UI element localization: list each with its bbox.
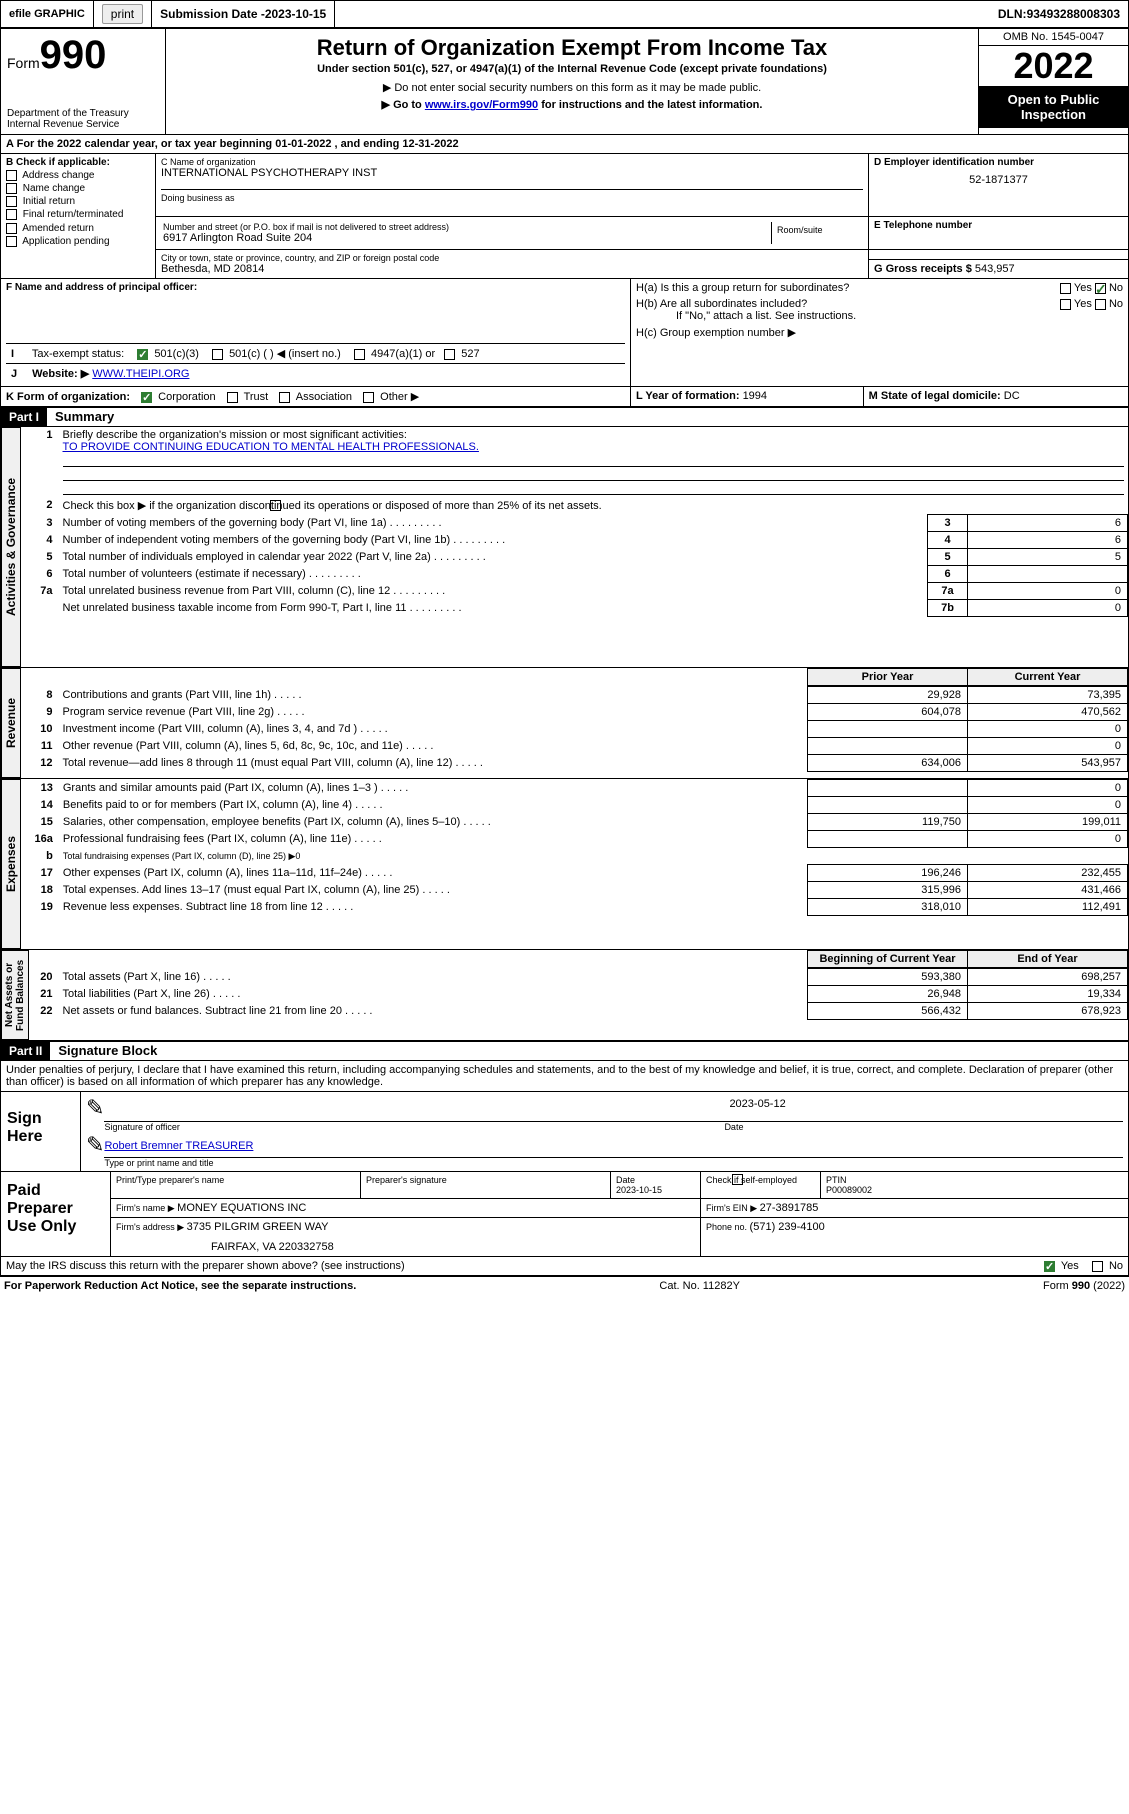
sig-date-label: Date (724, 1121, 1123, 1132)
city-state-zip: Bethesda, MD 20814 (161, 263, 863, 275)
irs-link[interactable]: www.irs.gov/Form990 (425, 99, 538, 111)
dept-treasury: Department of the Treasury (7, 108, 159, 119)
prep-sig-label: Preparer's signature (361, 1172, 611, 1199)
ein: 52-1871377 (874, 168, 1123, 192)
ptin: P00089002 (826, 1185, 1123, 1195)
sig-officer-label: Signature of officer (104, 1121, 724, 1132)
website-link[interactable]: WWW.THEIPI.ORG (92, 368, 189, 380)
form-subtitle-3: ▶ Go to www.irs.gov/Form990 for instruct… (174, 98, 970, 111)
chk-final-return-terminated[interactable] (6, 209, 17, 220)
page-footer: For Paperwork Reduction Act Notice, see … (0, 1276, 1129, 1295)
officer-name[interactable]: Robert Bremner TREASURER (104, 1140, 253, 1152)
row-i: I Tax-exempt status: 501(c)(3) 501(c) ( … (6, 343, 625, 363)
chk-self-employed[interactable] (732, 1174, 743, 1185)
form-title: Return of Organization Exempt From Incom… (174, 31, 970, 63)
discuss-no[interactable] (1092, 1261, 1103, 1272)
part1-header: Part ISummary (0, 407, 1129, 427)
ha-yes[interactable] (1060, 283, 1071, 294)
line1-label: Briefly describe the organization's miss… (63, 429, 407, 441)
vtab-expenses: Expenses (1, 779, 21, 949)
c-name-label: C Name of organization (161, 157, 863, 167)
chk-amended-return[interactable] (6, 223, 17, 234)
g-label: G Gross receipts $ (874, 263, 975, 275)
chk-4947[interactable] (354, 349, 365, 360)
chk-other[interactable] (363, 392, 374, 403)
d-label: D Employer identification number (874, 157, 1123, 168)
perjury-statement: Under penalties of perjury, I declare th… (0, 1061, 1129, 1091)
section-h: H(a) Is this a group return for subordin… (631, 279, 1129, 387)
hb-no[interactable] (1095, 299, 1106, 310)
hdr-prior: Prior Year (808, 669, 968, 686)
telephone (874, 231, 1123, 245)
paid-preparer-label: Paid Preparer Use Only (1, 1172, 111, 1257)
row-j: J Website: ▶ WWW.THEIPI.ORG (6, 363, 625, 383)
firm-phone: (571) 239-4100 (750, 1221, 825, 1233)
row-m: M State of legal domicile: DC (863, 387, 1128, 407)
chk-trust[interactable] (227, 392, 238, 403)
form-subtitle-1: Under section 501(c), 527, or 4947(a)(1)… (174, 63, 970, 75)
row-k: K Form of organization: Corporation Trus… (1, 387, 631, 407)
print-button-wrap: print (94, 1, 152, 27)
print-button[interactable]: print (102, 4, 143, 24)
sig-date: 2023-05-12 (724, 1095, 1123, 1121)
firm-ein: 27-3891785 (760, 1202, 819, 1214)
chk-527[interactable] (444, 349, 455, 360)
open-to-public: Open to Public Inspection (979, 86, 1128, 128)
name-title-label: Type or print name and title (104, 1158, 1123, 1169)
gross-receipts: 543,957 (975, 263, 1015, 275)
hdr-boy: Beginning of Current Year (808, 951, 968, 968)
row-a-tax-year: A For the 2022 calendar year, or tax yea… (0, 135, 1129, 154)
submission-date: Submission Date - 2023-10-15 (152, 1, 335, 27)
prep-date: 2023-10-15 (616, 1185, 695, 1195)
dln: DLN: 93493288008303 (990, 1, 1128, 27)
vtab-netassets: Net Assets or Fund Balances (1, 950, 29, 1040)
chk-application-pending[interactable] (6, 236, 17, 247)
prep-name-label: Print/Type preparer's name (111, 1172, 361, 1199)
form-header: Form990 Department of the Treasury Inter… (0, 28, 1129, 135)
may-irs-discuss: May the IRS discuss this return with the… (0, 1257, 1129, 1276)
line2: Check this box ▶ if the organization dis… (59, 497, 1129, 514)
hdr-curr: Current Year (968, 669, 1128, 686)
chk-discontinued[interactable] (270, 500, 281, 511)
sign-here-label: Sign Here (1, 1092, 81, 1172)
vtab-revenue: Revenue (1, 668, 21, 778)
chk-name-change[interactable] (6, 183, 17, 194)
hb-yes[interactable] (1060, 299, 1071, 310)
hdr-eoy: End of Year (968, 951, 1128, 968)
form-number: Form990 (7, 33, 159, 78)
vtab-governance: Activities & Governance (1, 427, 21, 667)
org-name: INTERNATIONAL PSYCHOTHERAPY INST (161, 167, 863, 179)
chk-501c[interactable] (212, 349, 223, 360)
chk-corp[interactable] (141, 392, 152, 403)
discuss-yes[interactable] (1044, 1261, 1055, 1272)
e-label: E Telephone number (874, 220, 1123, 231)
firm-city: FAIRFAX, VA 220332758 (211, 1241, 695, 1253)
street-address: 6917 Arlington Road Suite 204 (163, 232, 769, 244)
chk-501c3[interactable] (137, 349, 148, 360)
irs-label: Internal Revenue Service (7, 119, 159, 130)
city-label: City or town, state or province, country… (161, 253, 863, 263)
chk-address-change[interactable] (6, 170, 17, 181)
part2-header: Part IISignature Block (0, 1041, 1129, 1061)
entity-block: B Check if applicable: Address change Na… (0, 154, 1129, 279)
f-label: F Name and address of principal officer: (6, 282, 625, 293)
mission-text[interactable]: TO PROVIDE CONTINUING EDUCATION TO MENTA… (63, 441, 479, 453)
top-bar: efile GRAPHIC print Submission Date - 20… (0, 0, 1129, 28)
room-suite-label: Room/suite (771, 222, 861, 244)
chk-initial-return[interactable] (6, 196, 17, 207)
firm-name: MONEY EQUATIONS INC (177, 1202, 306, 1214)
form-subtitle-2: ▶ Do not enter social security numbers o… (174, 81, 970, 94)
section-b-label: B Check if applicable: (6, 157, 150, 168)
omb-number: OMB No. 1545-0047 (979, 29, 1128, 46)
addr-label: Number and street (or P.O. box if mail i… (163, 222, 769, 232)
dba-label: Doing business as (161, 189, 863, 203)
efile-label: efile GRAPHIC (1, 1, 94, 27)
chk-assoc[interactable] (279, 392, 290, 403)
tax-year: 2022 (979, 46, 1128, 86)
self-employed: Check if self-employed (701, 1172, 821, 1199)
ha-no[interactable] (1095, 283, 1106, 294)
row-l: L Year of formation: 1994 (631, 387, 864, 407)
firm-address: 3735 PILGRIM GREEN WAY (187, 1221, 329, 1233)
